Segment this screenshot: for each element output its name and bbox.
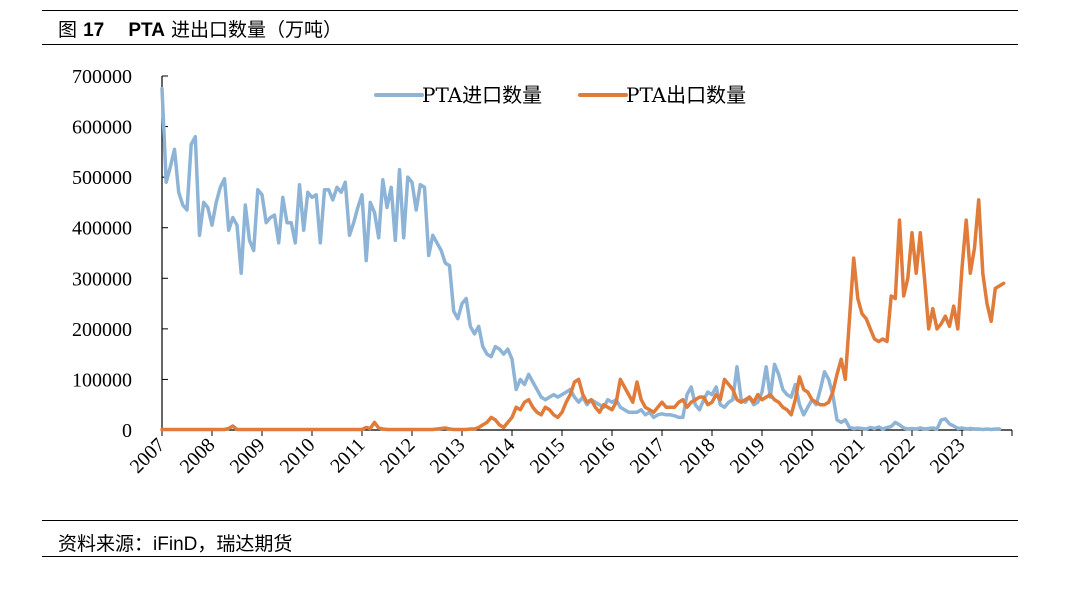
legend-label-export: PTA出口数量 [626, 83, 746, 107]
x-tick-label: 2014 [476, 434, 520, 478]
x-tick-label: 2011 [326, 434, 369, 477]
top-border [42, 10, 1018, 11]
x-tick-label: 2023 [926, 434, 970, 478]
y-tick-label: 400000 [72, 218, 132, 240]
source-top-border [42, 520, 1018, 521]
x-axis-ticks: 2007 2008 2009 2010 2011 2012 2013 2014 2015 2016… [126, 430, 1013, 478]
y-tick-label: 500000 [72, 167, 132, 189]
y-tick-label: 700000 [72, 66, 132, 88]
source-note: 资料来源：iFinD，瑞达期货 [58, 529, 292, 556]
x-tick-label: 2022 [876, 434, 920, 478]
y-tick-label: 600000 [72, 117, 132, 139]
title-underline [42, 44, 1018, 45]
x-tick-label: 2008 [176, 434, 220, 478]
source-suffix: ，瑞达期货 [197, 533, 293, 555]
x-tick-label: 2012 [376, 434, 420, 478]
x-tick-label: 2021 [826, 434, 870, 478]
x-tick-label: 2018 [676, 434, 720, 478]
figure-title-suffix: 进出口数量（万吨） [171, 19, 343, 41]
source-prefix: 资料来源： [58, 533, 154, 555]
chart-series [160, 86, 1006, 432]
x-tick-label: 2019 [726, 434, 770, 478]
x-tick-label: 2015 [526, 434, 570, 478]
export-series-line [160, 198, 1006, 432]
x-tick-label: 2010 [276, 434, 320, 478]
y-tick-label: 100000 [72, 369, 132, 391]
x-tick-label: 2009 [226, 434, 270, 478]
x-tick-label: 2017 [626, 434, 670, 478]
bottom-border [42, 556, 1018, 557]
figure-title: 图 17 PTA 进出口数量（万吨） [58, 15, 342, 42]
chart-legend: PTA进口数量 PTA出口数量 [374, 83, 746, 107]
x-tick-label: 2020 [776, 434, 820, 478]
y-axis-ticks: 0 100000 200000 300000 400000 500000 600000 700… [72, 66, 168, 442]
x-tick-label: 2007 [126, 434, 170, 478]
y-tick-label: 300000 [72, 268, 132, 290]
figure-label: 图 [58, 19, 78, 41]
y-tick-label: 0 [122, 420, 132, 442]
legend-label-import: PTA进口数量 [422, 83, 542, 107]
import-series-line [160, 86, 1002, 432]
source-brand: iFinD [153, 534, 198, 555]
y-tick-label: 200000 [72, 319, 132, 341]
x-tick-label: 2013 [426, 434, 470, 478]
x-tick-label: 2016 [576, 434, 620, 478]
figure-title-prefix: PTA [128, 20, 165, 41]
chart-axes [161, 76, 1012, 431]
figure-number: 17 [83, 20, 105, 41]
